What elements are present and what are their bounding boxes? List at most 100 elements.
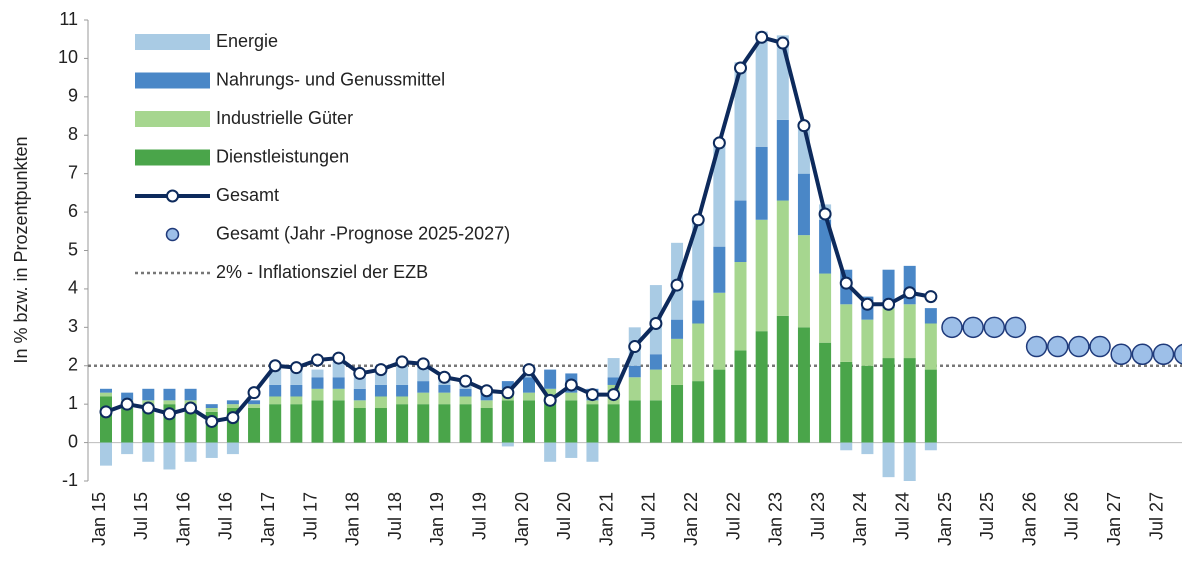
- bar-segment: [184, 388, 197, 401]
- line-marker: [501, 386, 515, 400]
- bar-segment: [100, 392, 112, 397]
- line-marker: [459, 374, 473, 388]
- y-tick-label: 5: [68, 239, 78, 259]
- legend-label: 2% - Inflationsziel der EZB: [216, 262, 428, 282]
- forecast-point: [1004, 316, 1027, 339]
- line-marker: [289, 361, 303, 375]
- bar-segment: [417, 381, 430, 393]
- bar-segment: [671, 384, 684, 443]
- bar-segment: [713, 292, 726, 370]
- bar-segment: [523, 377, 535, 393]
- line-marker: [353, 366, 367, 380]
- line-marker: [734, 61, 747, 75]
- bar-segment: [374, 384, 387, 397]
- y-tick-label: 7: [68, 162, 78, 182]
- legend-label: Nahrungs- und Genussmittel: [216, 69, 445, 89]
- bar-segment: [311, 400, 324, 443]
- bar-segment: [248, 400, 261, 405]
- line-marker: [776, 36, 790, 50]
- x-tick-label: Jan 25: [935, 492, 955, 546]
- line-marker: [247, 386, 261, 400]
- bar-segment: [480, 400, 493, 409]
- bar-segment: [607, 358, 620, 378]
- bar-segment: [882, 442, 895, 478]
- x-tick-label: Jan 17: [258, 492, 278, 546]
- line-marker: [162, 407, 176, 421]
- bar-segment: [607, 377, 620, 385]
- bar-segment: [924, 323, 937, 370]
- x-tick-label: Jul 17: [300, 492, 320, 540]
- line-marker: [839, 276, 853, 290]
- bar-segment: [734, 200, 747, 263]
- line-marker: [332, 351, 346, 365]
- bar-segment: [628, 365, 641, 378]
- bar-segment: [565, 442, 578, 458]
- bar-segment: [311, 388, 324, 401]
- bar-segment: [396, 365, 409, 385]
- bar-segment: [121, 404, 134, 443]
- legend-label: Energie: [216, 31, 278, 51]
- x-tick-label: Jan 22: [681, 492, 701, 546]
- line-marker: [99, 405, 113, 419]
- line-marker: [416, 357, 430, 371]
- line-marker: [141, 401, 155, 415]
- bar-segment: [924, 442, 937, 451]
- forecast-point: [983, 316, 1006, 339]
- bar-segment: [755, 219, 768, 332]
- line-marker: [480, 384, 494, 398]
- bar-segment: [607, 404, 620, 443]
- x-tick-label: Jan 16: [173, 492, 193, 546]
- y-tick-label: 10: [58, 47, 78, 67]
- forecast-point: [1110, 343, 1132, 365]
- bar-segment: [776, 315, 789, 443]
- bar-segment: [692, 300, 705, 324]
- bar-segment: [269, 404, 282, 443]
- line-marker: [649, 316, 663, 330]
- line-marker: [268, 359, 282, 373]
- legend-swatch: [165, 227, 180, 242]
- bar-segment: [734, 62, 747, 201]
- line-marker: [437, 370, 451, 384]
- bar-segment: [734, 262, 747, 351]
- x-tick-label: Jul 21: [639, 492, 659, 540]
- y-tick-label: 4: [68, 278, 78, 298]
- y-tick-label: 1: [68, 393, 78, 413]
- bar-segment: [840, 361, 853, 443]
- y-tick-label: 8: [68, 124, 78, 144]
- x-tick-label: Jan 23: [766, 492, 786, 546]
- forecast-point: [1152, 343, 1175, 365]
- bar-segment: [501, 400, 514, 443]
- forecast-point: [1131, 343, 1154, 365]
- x-tick-label: Jan 20: [512, 492, 532, 546]
- forecast-point: [1173, 343, 1182, 365]
- bar-segment: [100, 396, 112, 443]
- x-tick-label: Jan 21: [596, 492, 616, 546]
- line-marker: [882, 297, 896, 311]
- x-tick-label: Jul 24: [892, 492, 912, 540]
- bar-segment: [459, 396, 472, 405]
- bar-segment: [269, 396, 282, 405]
- bar-segment: [121, 392, 134, 401]
- bar-segment: [882, 308, 895, 359]
- bar-segment: [671, 338, 684, 385]
- bar-segment: [649, 354, 662, 370]
- bar-segment: [544, 388, 557, 397]
- bar-segment: [438, 392, 451, 405]
- x-tick-label: Jan 18: [343, 492, 363, 546]
- bar-segment: [205, 408, 218, 412]
- bar-segment: [840, 304, 853, 362]
- bar-segment: [819, 219, 832, 274]
- y-tick-label: 6: [68, 201, 78, 221]
- bar-segment: [692, 381, 705, 443]
- x-tick-label: Jul 16: [216, 492, 236, 540]
- bar-segment: [903, 442, 916, 481]
- line-marker: [184, 401, 198, 415]
- forecast-point: [962, 316, 984, 339]
- bar-segment: [628, 400, 641, 443]
- legend-label: Gesamt: [216, 185, 279, 205]
- x-tick-label: Jan 15: [89, 492, 109, 546]
- bar-segment: [776, 119, 789, 201]
- bar-segment: [438, 384, 451, 393]
- bar-segment: [332, 361, 345, 378]
